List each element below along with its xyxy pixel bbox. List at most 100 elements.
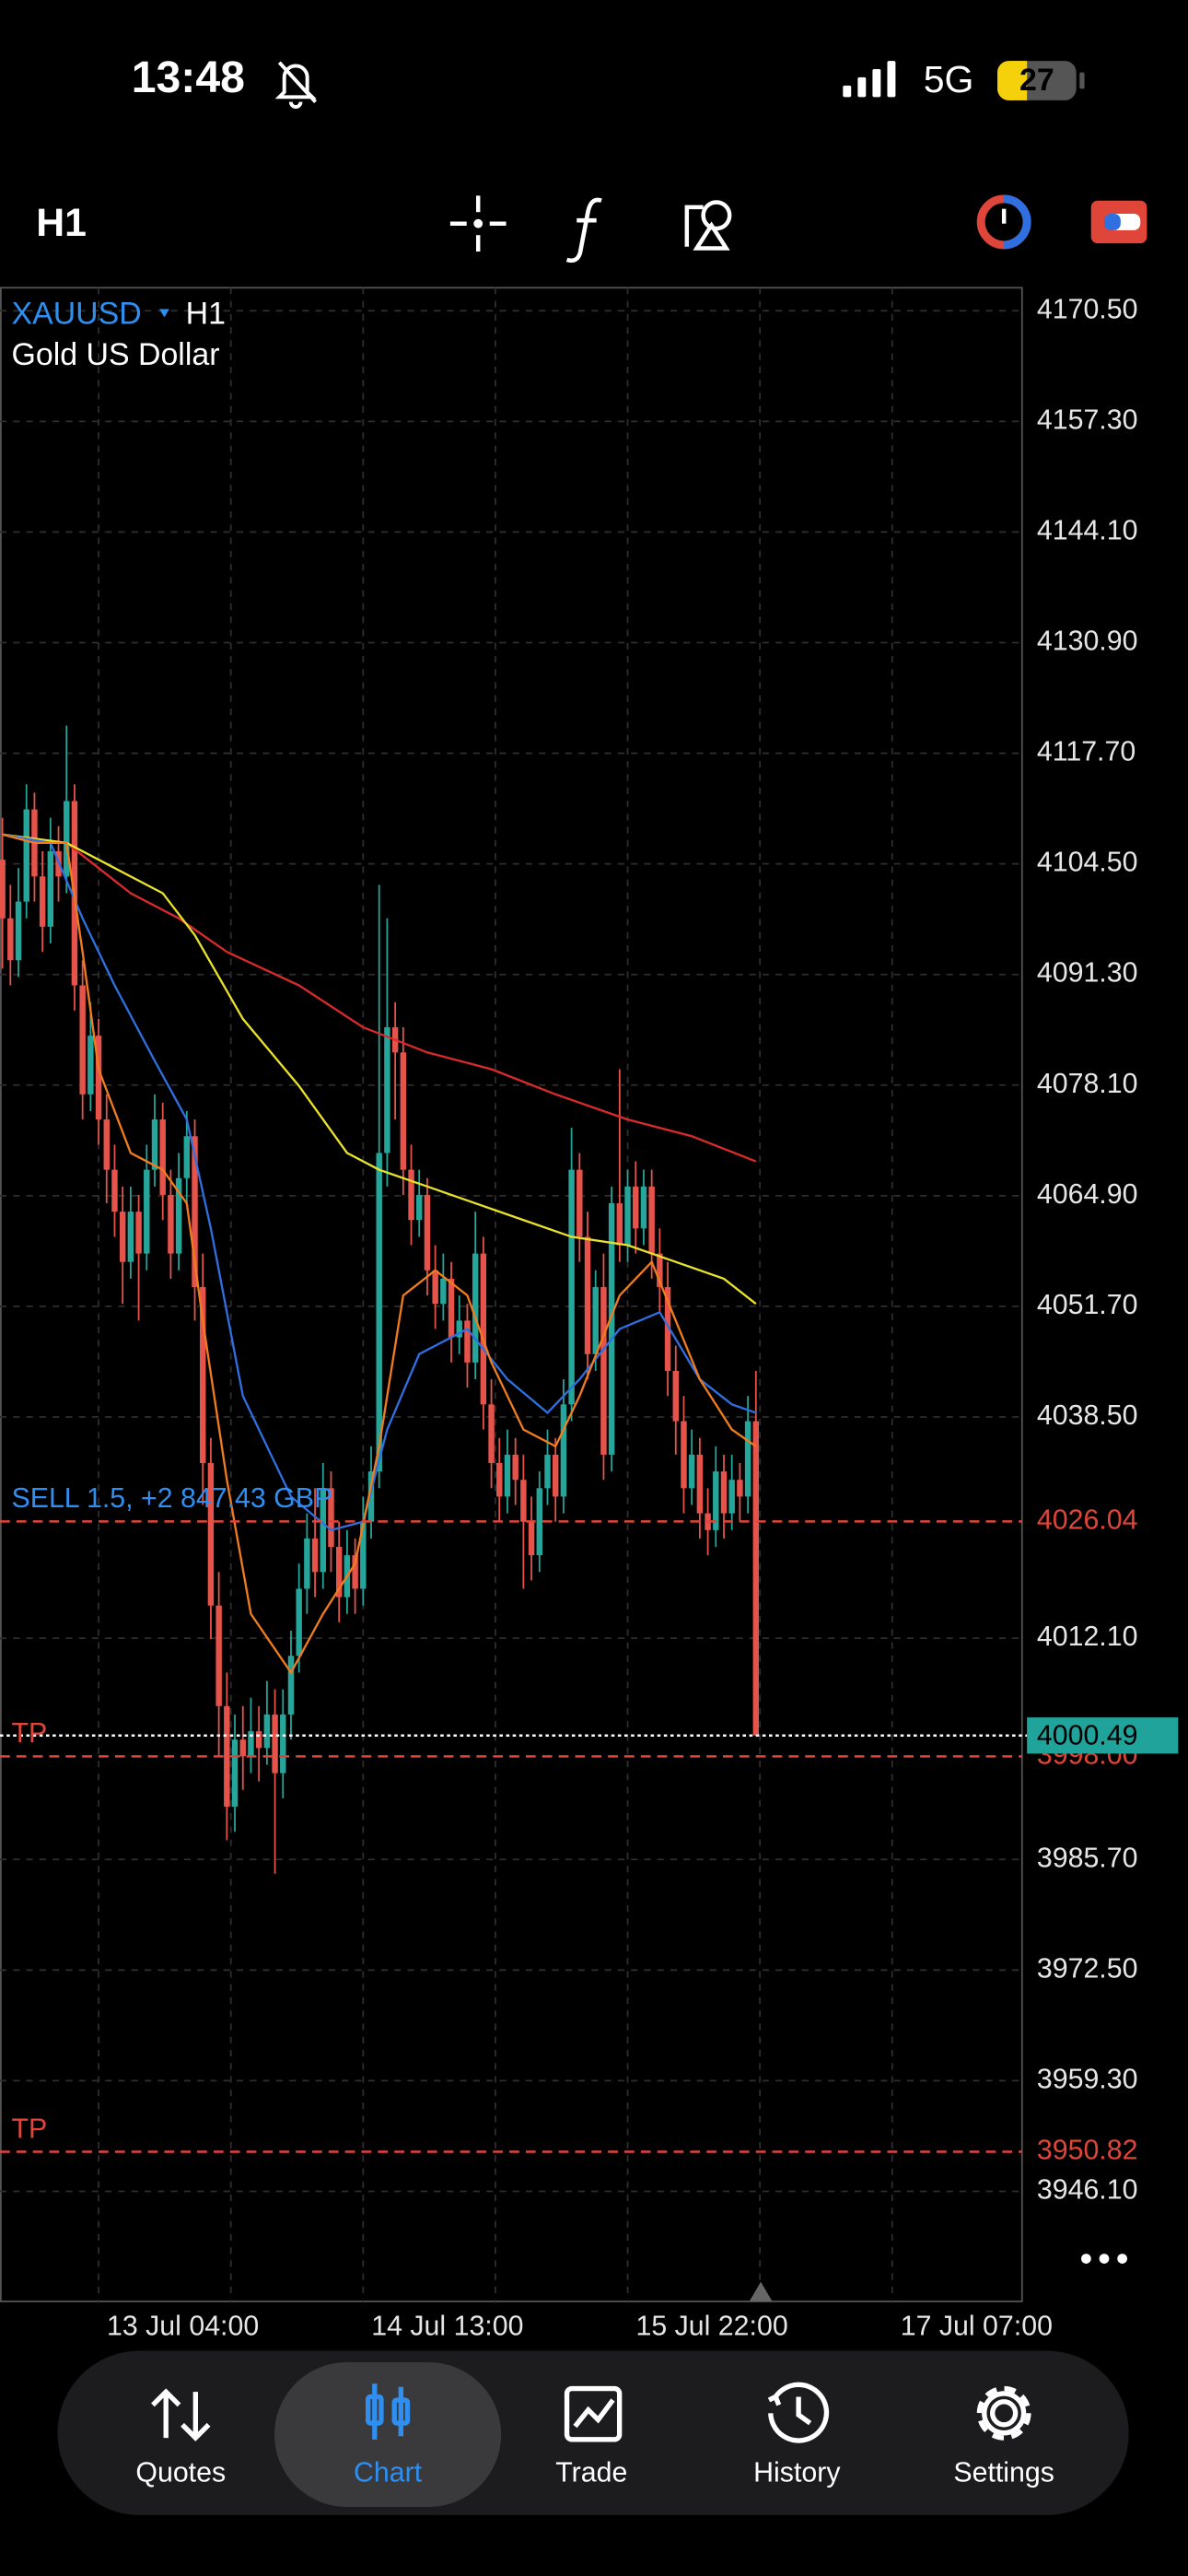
tab-label[interactable]: Quotes [135,2457,226,2488]
symbol-dropdown-icon [159,309,169,318]
candle-body [456,1320,462,1338]
candle-body [135,1212,142,1254]
shift-marker [749,2281,773,2301]
y-tick-label: 3972.50 [1037,1953,1138,1984]
x-tick-label: 15 Jul 22:00 [635,2312,787,2342]
candle-body [672,1370,679,1422]
y-tick-label: 4012.10 [1037,1622,1138,1652]
candle-body [592,1286,599,1354]
chart-frame [0,287,1023,2302]
y-tick-label: 4038.50 [1037,1400,1138,1431]
y-tick-label: 4170.50 [1037,294,1138,324]
candle-body [624,1186,631,1246]
more-button[interactable] [1081,2254,1127,2264]
candle-body [520,1480,527,1522]
candle-body [280,1714,286,1774]
candle-body [657,1253,663,1287]
chart-icon[interactable] [365,2383,411,2440]
objects-button[interactable] [684,200,732,251]
candle-body [183,1136,191,1178]
settings-icon[interactable] [976,2385,1031,2441]
candle-body [168,1194,174,1254]
candle-body [207,1463,215,1606]
candle-body [119,1212,126,1262]
x-tick-label: 17 Jul 07:00 [901,2312,1053,2342]
candle-body [159,1119,166,1195]
candle-body [15,901,22,961]
active-tab-highlight [274,2361,502,2508]
candle-body [448,1278,455,1338]
candle-body [360,1521,367,1589]
candle-body [224,1705,230,1807]
candle-body [544,1454,551,1489]
moving-average-line [2,833,757,1163]
y-tick-label: 4104.50 [1037,848,1138,878]
candle-body [127,1212,134,1262]
candle-body [496,1463,503,1497]
candle-body [432,1270,438,1305]
trade-timer-button[interactable] [976,194,1031,250]
battery-level: 27 [1019,63,1054,98]
candle-body [528,1521,535,1556]
crosshair-button[interactable] [449,195,507,252]
candle-body [584,1236,591,1354]
candle-body [552,1454,559,1497]
y-tick-label: 3946.10 [1037,2174,1138,2205]
y-tick-label: 4117.70 [1037,737,1136,767]
candle-body [200,1286,206,1464]
battery-icon [997,61,1085,100]
candle-body [215,1605,222,1706]
y-tick-label: 4064.90 [1037,1179,1138,1210]
candle-body [263,1714,271,1749]
candle-body [311,1538,319,1573]
quotes-icon[interactable] [151,2388,211,2441]
candle-body [376,1153,382,1472]
candle-body [23,809,29,902]
candle-body [384,1027,390,1153]
candle-body [103,1119,110,1170]
candle-body [648,1186,655,1254]
candle-body [512,1454,518,1481]
y-tick-label: 4051.70 [1037,1290,1138,1320]
candle-body [536,1488,543,1556]
tab-label[interactable]: Settings [953,2457,1054,2488]
indicators-button[interactable] [565,197,602,263]
candle-body [440,1278,447,1305]
trade-icon[interactable] [564,2385,623,2442]
tab-label[interactable]: Chart [354,2457,423,2488]
candle-body [367,1471,375,1522]
account-button[interactable] [1090,200,1147,244]
tab-label[interactable]: Trade [555,2457,627,2488]
candle-body [111,1169,118,1212]
mute-icon [274,61,318,109]
y-tick-label: 4130.90 [1037,626,1138,657]
candle-body [144,1169,150,1254]
timeframe-button[interactable]: H1 [36,201,87,245]
candle-body [600,1286,607,1455]
candle-body [0,860,6,919]
candle-body [231,1739,239,1807]
history-icon[interactable] [767,2382,830,2443]
current-price-label: 4000.49 [1037,1721,1138,1751]
candle-body [400,1052,407,1170]
candle-body [296,1588,302,1657]
candle-body [175,1177,182,1254]
level-label: TP [11,2113,47,2144]
candle-body [352,1555,358,1589]
candle-body [633,1186,639,1229]
candle-body [480,1253,487,1405]
candle-body [560,1404,567,1497]
candle-body [272,1714,278,1774]
candle-body [664,1286,671,1371]
candle-body [47,851,54,927]
candle-body [151,1119,158,1170]
tab-label[interactable]: History [753,2457,841,2488]
symbol[interactable]: XAUUSD [11,297,141,332]
level-label: SELL 1.5, +2 847.43 GBP [11,1483,332,1514]
y-tick-label: 4144.10 [1037,515,1138,545]
candle-body [64,801,70,877]
candle-body [255,1731,262,1749]
current-price-box [1027,1717,1179,1754]
